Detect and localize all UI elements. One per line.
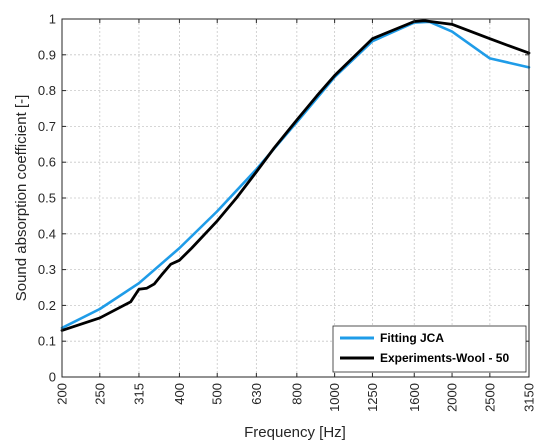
y-tick-label: 0.2 bbox=[38, 298, 56, 313]
x-tick-label: 1250 bbox=[365, 383, 380, 412]
y-tick-label: 0.4 bbox=[38, 226, 56, 241]
series-group bbox=[60, 19, 531, 332]
y-tick-label: 0.3 bbox=[38, 262, 56, 277]
x-tick-label: 200 bbox=[55, 383, 70, 405]
x-tick-label: 1000 bbox=[327, 383, 342, 412]
y-tick-label: 0 bbox=[49, 370, 56, 385]
x-tick-label: 3150 bbox=[522, 383, 537, 412]
x-tick-label: 800 bbox=[289, 383, 304, 405]
legend-label-experiments: Experiments-Wool - 50 bbox=[380, 351, 509, 365]
tick-marks bbox=[61, 18, 530, 378]
legend-box bbox=[332, 325, 527, 373]
y-tick-label: 0.7 bbox=[38, 119, 56, 134]
legend: Fitting JCA Experiments-Wool - 50 bbox=[332, 325, 527, 373]
y-tick-labels: 0 0.1 0.2 0.3 0.4 0.5 0.6 0.7 0.8 0.9 1 bbox=[38, 12, 56, 385]
series-line-fitting-jca bbox=[60, 20, 531, 330]
y-tick-label: 0.9 bbox=[38, 47, 56, 62]
x-tick-label: 2000 bbox=[445, 383, 460, 412]
x-tick-label: 315 bbox=[131, 383, 146, 405]
x-tick-labels: 200 250 315 400 500 630 800 1000 1250 1600 2000 250… bbox=[55, 383, 537, 412]
y-tick-label: 0.6 bbox=[38, 155, 56, 170]
y-tick-label: 0.1 bbox=[38, 334, 56, 349]
x-tick-label: 400 bbox=[172, 383, 187, 405]
x-tick-label: 500 bbox=[210, 383, 225, 405]
y-axis-title: Sound absorption coefficient [-] bbox=[13, 95, 30, 302]
x-axis-title: Frequency [Hz] bbox=[244, 424, 346, 441]
x-tick-label: 250 bbox=[92, 383, 107, 405]
y-tick-label: 0.8 bbox=[38, 83, 56, 98]
y-tick-label: 1 bbox=[49, 12, 56, 27]
grid bbox=[62, 19, 529, 377]
legend-label-fitting-jca: Fitting JCA bbox=[380, 331, 444, 345]
series-line-experiments bbox=[60, 19, 531, 332]
x-tick-label: 630 bbox=[249, 383, 264, 405]
x-tick-label: 1600 bbox=[407, 383, 422, 412]
y-tick-label: 0.5 bbox=[38, 191, 56, 206]
x-tick-label: 2500 bbox=[482, 383, 497, 412]
